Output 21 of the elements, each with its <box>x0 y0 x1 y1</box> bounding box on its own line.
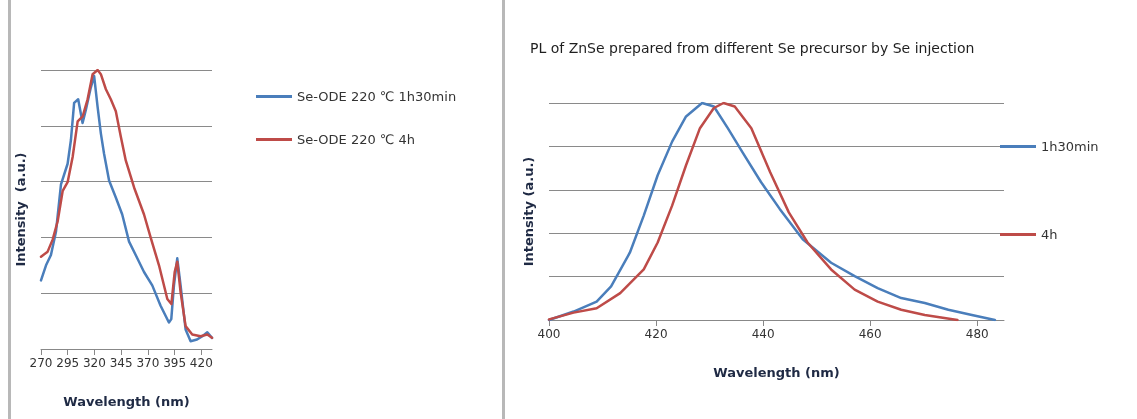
x-tick-label: 295 <box>56 356 80 370</box>
x-axis-title: Wavelength (nm) <box>713 365 840 380</box>
x-tick-label: 480 <box>965 327 989 341</box>
x-tick-label: 420 <box>189 356 213 370</box>
x-tick-label: 460 <box>858 327 882 341</box>
legend-label: 4h <box>1041 227 1058 242</box>
x-tick-label: 270 <box>29 356 53 370</box>
x-tick-label: 420 <box>644 327 668 341</box>
x-tick-label: 440 <box>751 327 775 341</box>
x-tick-label: 400 <box>537 327 561 341</box>
legend-label: 1h30min <box>1041 139 1099 154</box>
y-axis-title: Intensity (a.u.) <box>13 152 28 267</box>
x-tick-label: 395 <box>163 356 187 370</box>
x-tick-label: 320 <box>82 356 106 370</box>
legend-label: Se-ODE 220 ℃ 4h <box>297 132 416 147</box>
x-axis-title: Wavelength (nm) <box>63 394 190 409</box>
chart-title: PL of ZnSe prepared from different Se precursor by Se injection <box>530 40 975 56</box>
y-axis-title: Intensity (a.u.) <box>521 156 536 267</box>
x-tick-label: 345 <box>109 356 133 370</box>
x-tick-label: 370 <box>136 356 160 370</box>
legend-label: Se-ODE 220 ℃ 1h30min <box>297 89 457 104</box>
